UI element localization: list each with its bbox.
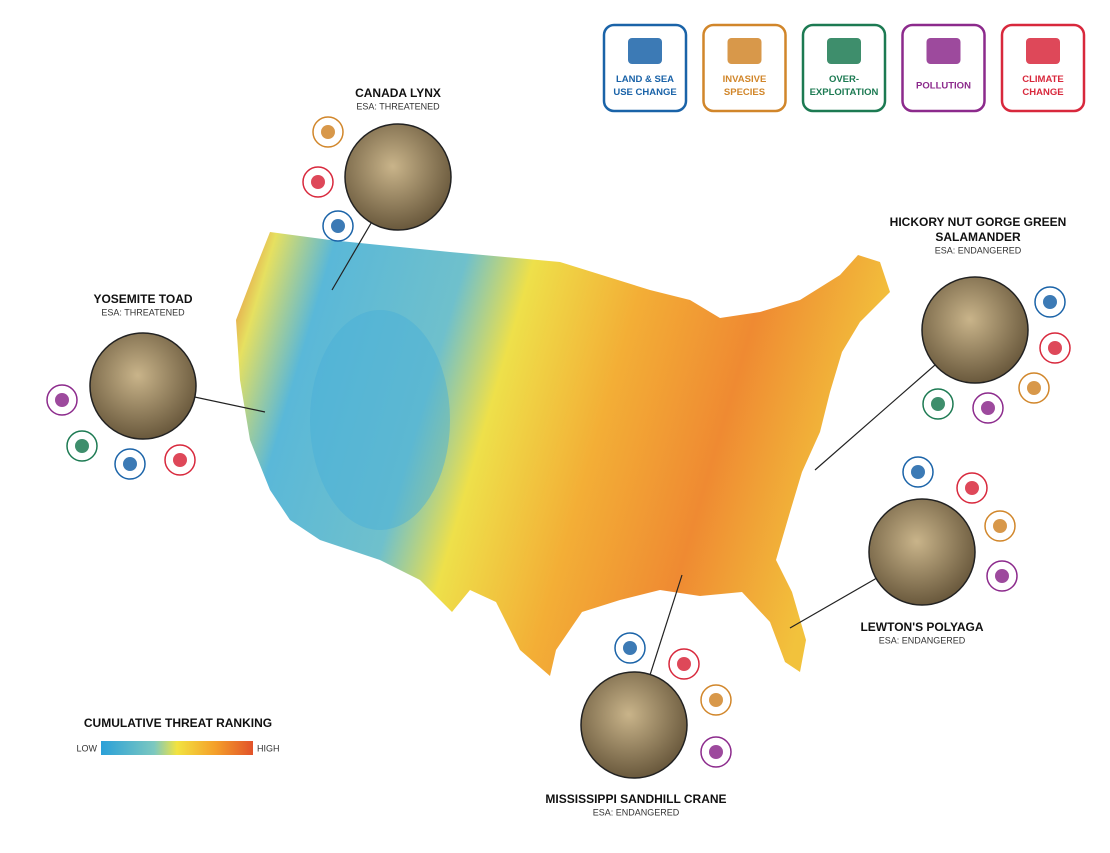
scale-low: LOW <box>76 743 97 753</box>
threat-icon-glyph <box>709 745 723 759</box>
legend-label: CLIMATE <box>1022 74 1064 85</box>
legend-label: EXPLOITATION <box>810 87 879 98</box>
threat-icon-glyph <box>55 393 69 407</box>
legend-label: CHANGE <box>1022 87 1063 98</box>
species-status: ESA: THREATENED <box>356 101 440 111</box>
legend-label: POLLUTION <box>916 81 971 92</box>
species-photo <box>89 332 197 440</box>
legend-label: USE CHANGE <box>613 87 676 98</box>
legend-icon <box>926 38 961 64</box>
threat-icon-glyph <box>321 125 335 139</box>
legend-icon <box>1026 38 1060 64</box>
threat-icon-glyph <box>709 693 723 707</box>
threat-icon-glyph <box>995 569 1009 583</box>
threat-icon-glyph <box>931 397 945 411</box>
threat-icon-glyph <box>311 175 325 189</box>
threat-icon-glyph <box>1048 341 1062 355</box>
legend-box <box>602 23 688 113</box>
legend-box <box>1000 23 1086 113</box>
species-name: HICKORY NUT GORGE GREEN <box>890 215 1067 229</box>
scale-bar <box>101 741 253 755</box>
threat-legend: LAND & SEA USE CHANGE INVASIVE SPECIES OVER-… <box>602 23 1086 113</box>
species-name: MISSISSIPPI SANDHILL CRANE <box>545 792 726 806</box>
species-status: ESA: ENDANGERED <box>879 635 966 645</box>
scale-title: CUMULATIVE THREAT RANKING <box>84 716 272 730</box>
species-name: SALAMANDER <box>935 230 1021 244</box>
threat-icon-glyph <box>1027 381 1041 395</box>
species-name: LEWTON'S POLYAGA <box>860 620 983 634</box>
legend-icon <box>727 38 762 64</box>
threat-ranking-scale: CUMULATIVE THREAT RANKING LOW HIGH <box>76 716 280 755</box>
threat-icon-glyph <box>173 453 187 467</box>
map-low-region <box>310 310 450 530</box>
species-status: ESA: THREATENED <box>101 307 185 317</box>
threat-icon-glyph <box>993 519 1007 533</box>
threat-icon-glyph <box>331 219 345 233</box>
legend-box <box>702 23 787 113</box>
legend-box <box>801 23 887 113</box>
legend-label: INVASIVE <box>723 74 767 85</box>
species-photo <box>344 123 452 231</box>
legend-label: SPECIES <box>724 87 765 98</box>
scale-high: HIGH <box>257 743 280 753</box>
threat-icon-glyph <box>123 457 137 471</box>
legend-icon <box>628 38 662 64</box>
legend-box <box>901 23 986 113</box>
species-name: CANADA LYNX <box>355 86 441 100</box>
legend-icon <box>827 38 861 64</box>
threat-icon-glyph <box>1043 295 1057 309</box>
species-name: YOSEMITE TOAD <box>93 292 192 306</box>
threat-icon-glyph <box>623 641 637 655</box>
threat-icon-glyph <box>965 481 979 495</box>
species-status: ESA: ENDANGERED <box>935 245 1022 255</box>
threat-icon-glyph <box>981 401 995 415</box>
species-photo <box>868 498 976 606</box>
threat-icon-glyph <box>75 439 89 453</box>
species-status: ESA: ENDANGERED <box>593 807 680 817</box>
species-photo <box>580 671 688 779</box>
legend-label: OVER- <box>829 74 859 85</box>
threat-icon-glyph <box>677 657 691 671</box>
species-photo <box>921 276 1029 384</box>
threat-icon-glyph <box>911 465 925 479</box>
legend-label: LAND & SEA <box>616 74 674 85</box>
